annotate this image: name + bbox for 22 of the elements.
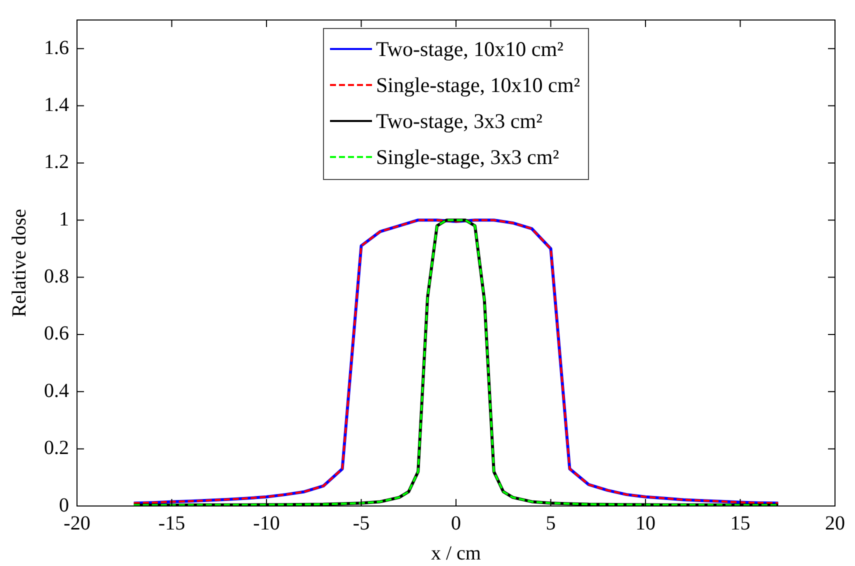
x-tick-label: 5 xyxy=(546,512,556,534)
x-tick-label: -5 xyxy=(352,512,370,534)
x-tick-label: 10 xyxy=(636,512,656,534)
y-axis-title: Relative dose xyxy=(8,208,30,318)
y-tick-label: 0.2 xyxy=(44,437,69,460)
x-tick-label: -15 xyxy=(158,512,186,534)
x-tick-label: 0 xyxy=(451,512,461,534)
y-tick-label: 0.6 xyxy=(44,322,69,345)
legend-label: Single-stage, 10x10 cm² xyxy=(376,72,580,98)
legend-label: Single-stage, 3x3 cm² xyxy=(376,144,560,170)
y-tick-label: 1.4 xyxy=(44,94,69,116)
y-tick-label: 1 xyxy=(59,208,69,230)
y-tick-label: 0.8 xyxy=(44,266,69,288)
x-tick-label: -10 xyxy=(253,512,280,534)
x-tick-label: 15 xyxy=(730,512,750,534)
x-axis-title: x / cm xyxy=(431,542,482,564)
y-tick-label: 1.6 xyxy=(44,36,69,59)
y-tick-label: 1.2 xyxy=(44,151,69,174)
y-tick-label: 0.4 xyxy=(44,380,69,402)
x-tick-label: 20 xyxy=(825,512,845,534)
legend-label: Two-stage, 10x10 cm² xyxy=(376,36,564,62)
legend-label: Two-stage, 3x3 cm² xyxy=(376,108,542,134)
